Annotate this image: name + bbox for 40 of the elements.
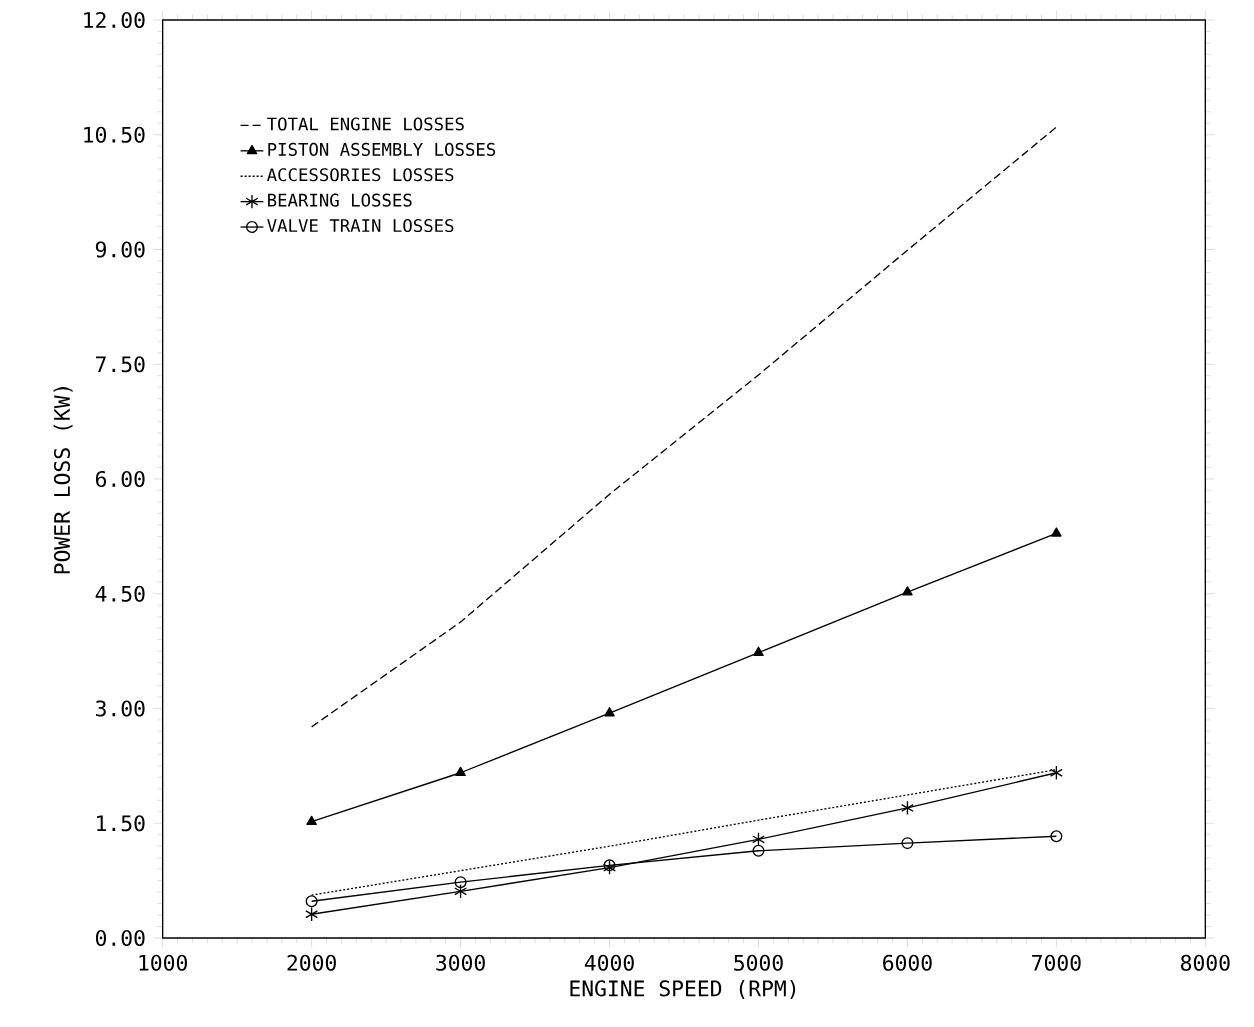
- legend-label: BEARING LOSSES: [268, 193, 412, 207]
- point: [305, 895, 318, 908]
- y-tick-label: 9.00: [95, 241, 145, 258]
- point: [753, 646, 764, 656]
- y-tick-label: 12.00: [84, 11, 145, 29]
- x-tick-label: 2000: [287, 954, 336, 971]
- point: [604, 707, 615, 717]
- y-tick-label: 6.00: [95, 470, 145, 488]
- x-tick-label: 8000: [1181, 954, 1230, 971]
- point: [454, 876, 467, 889]
- y-tick-label: 0.00: [95, 929, 145, 947]
- legend-label: ACCESSORIES LOSSES: [267, 168, 454, 182]
- point: [305, 906, 319, 922]
- point: [306, 815, 317, 826]
- point: [752, 831, 765, 847]
- y-tick-label: 1.50: [97, 815, 145, 832]
- legend-label: VALVE TRAIN LOSSES: [267, 218, 454, 233]
- x-tick-label: 4000: [584, 954, 634, 971]
- y-axis-title: POWER LOSS (KW): [53, 387, 73, 574]
- y-tick-label: 7.50: [96, 356, 145, 373]
- point: [901, 837, 914, 850]
- point: [1051, 527, 1062, 537]
- point: [1050, 830, 1063, 843]
- y-tick-label: 3.00: [96, 700, 145, 717]
- point: [902, 586, 913, 596]
- y-tick-label: 4.50: [95, 585, 145, 602]
- point: [900, 800, 914, 816]
- x-axis-title: ENGINE SPEED (RPM): [570, 979, 796, 999]
- x-tick-label: 6000: [883, 954, 932, 971]
- y-tick-label: 10.50: [84, 126, 145, 143]
- legend-label: TOTAL ENGINE LOSSES: [267, 117, 464, 131]
- x-tick-label: 7000: [1032, 954, 1081, 971]
- point: [455, 766, 466, 777]
- x-tick-label: 5000: [734, 954, 783, 971]
- legend-label: PISTON ASSEMBLY LOSSES: [268, 142, 496, 156]
- point: [1049, 765, 1063, 781]
- x-tick-label: 3000: [436, 954, 485, 971]
- point: [752, 844, 765, 857]
- x-tick-label: 1000: [139, 954, 187, 971]
- point: [454, 883, 468, 899]
